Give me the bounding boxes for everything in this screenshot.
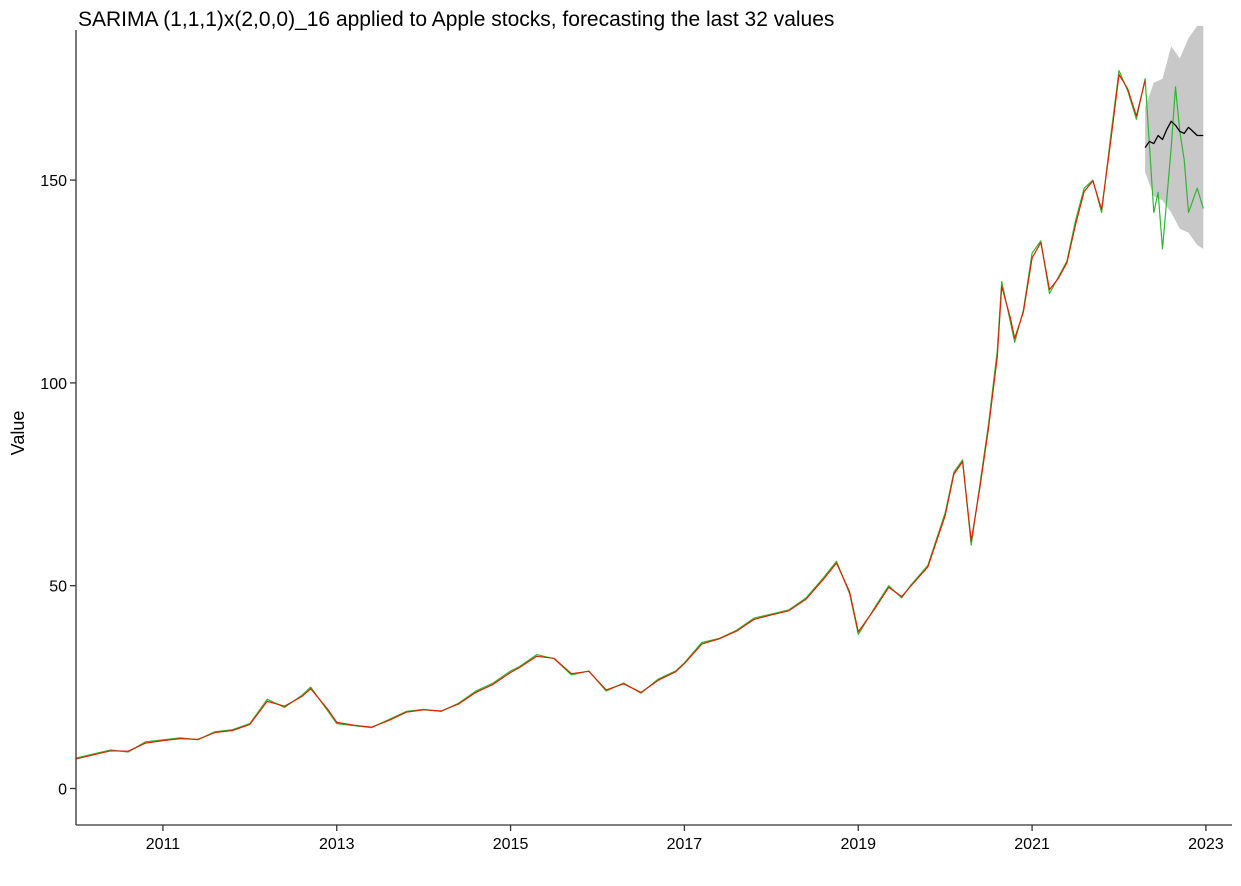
- y-tick-label: 150: [40, 173, 67, 190]
- forecast-interval-band: [1145, 25, 1204, 250]
- y-axis-label: Value: [8, 411, 28, 456]
- x-tick-label: 2011: [146, 836, 181, 853]
- forecast-series-line: [1144, 120, 1204, 148]
- y-tick-label: 100: [40, 376, 67, 393]
- y-tick-label: 50: [49, 579, 67, 596]
- plot-area: [75, 25, 1204, 760]
- x-axis-ticks: 2011 2013 2015 2017 2019 2021 2023: [146, 825, 1224, 853]
- y-axis-ticks: 0 50 100 150: [40, 173, 76, 798]
- x-tick-label: 2015: [493, 836, 529, 853]
- x-tick-label: 2019: [840, 836, 876, 853]
- chart-title: SARIMA (1,1,1)x(2,0,0)_16 applied to App…: [78, 8, 834, 31]
- x-tick-label: 2021: [1014, 836, 1050, 853]
- x-tick-label: 2013: [319, 836, 355, 853]
- fitted-series-line: [75, 73, 1146, 760]
- x-tick-label: 2023: [1188, 836, 1224, 853]
- actual-series-line: [75, 69, 1204, 759]
- x-tick-label: 2017: [667, 836, 703, 853]
- y-tick-label: 0: [58, 781, 67, 798]
